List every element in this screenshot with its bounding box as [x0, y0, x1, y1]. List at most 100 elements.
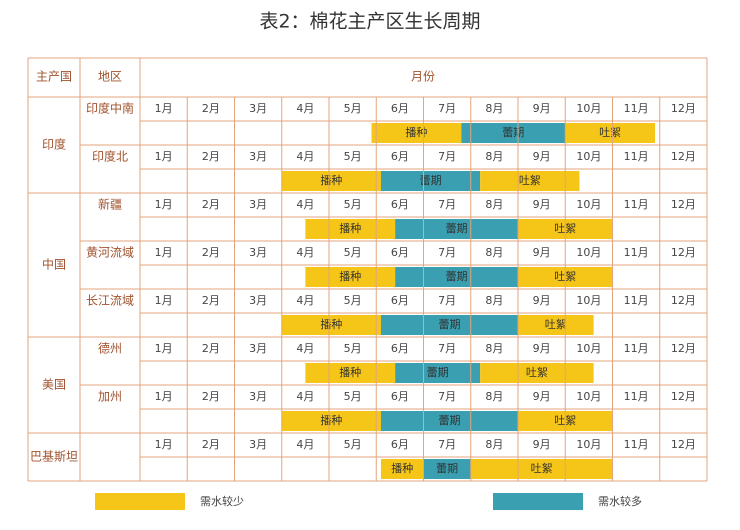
phase-bar	[423, 459, 471, 479]
month-label: 9月	[533, 342, 551, 355]
month-label: 8月	[485, 438, 503, 451]
month-label: 11月	[624, 150, 649, 163]
month-label: 7月	[438, 102, 456, 115]
month-label: 4月	[296, 390, 314, 403]
region-name: 德州	[98, 341, 122, 356]
phase-bar	[395, 267, 518, 287]
phase-bar	[380, 411, 518, 431]
month-label: 10月	[576, 150, 601, 163]
month-label: 3月	[249, 342, 267, 355]
month-label: 4月	[296, 102, 314, 115]
phase-label: 播种	[320, 413, 342, 427]
month-label: 4月	[296, 198, 314, 211]
month-label: 5月	[344, 342, 362, 355]
month-label: 10月	[576, 342, 601, 355]
phase-label: 吐絮	[599, 125, 621, 139]
phase-bar	[480, 171, 580, 191]
month-label: 11月	[624, 246, 649, 259]
month-label: 7月	[438, 246, 456, 259]
month-label: 9月	[533, 390, 551, 403]
month-label: 2月	[202, 294, 220, 307]
month-label: 1月	[155, 390, 173, 403]
month-label: 2月	[202, 198, 220, 211]
phase-label: 蕾期	[502, 126, 524, 139]
month-label: 10月	[576, 390, 601, 403]
month-label: 10月	[576, 198, 601, 211]
phase-bar	[395, 363, 481, 383]
phase-label: 吐絮	[519, 173, 541, 187]
month-label: 12月	[671, 102, 696, 115]
month-label: 11月	[624, 294, 649, 307]
month-label: 11月	[624, 342, 649, 355]
region-name: 黄河流域	[86, 246, 134, 260]
month-label: 2月	[202, 342, 220, 355]
month-label: 6月	[391, 438, 409, 451]
legend-swatch	[95, 493, 185, 510]
month-label: 3月	[249, 246, 267, 259]
month-label: 11月	[624, 198, 649, 211]
month-label: 8月	[485, 390, 503, 403]
month-label: 11月	[624, 390, 649, 403]
header-region: 地区	[98, 70, 122, 84]
phase-bar	[518, 315, 594, 335]
month-label: 8月	[485, 246, 503, 259]
country-name: 美国	[42, 378, 66, 392]
phase-label: 蕾期	[438, 414, 460, 427]
phase-label: 播种	[320, 317, 342, 331]
month-label: 9月	[533, 198, 551, 211]
phase-label: 播种	[405, 125, 427, 139]
month-label: 4月	[296, 342, 314, 355]
phase-label: 吐絮	[526, 365, 548, 379]
region-name: 印度中南	[86, 101, 134, 116]
month-label: 12月	[671, 150, 696, 163]
phase-label: 播种	[320, 173, 342, 187]
header-country: 主产国	[36, 70, 72, 84]
phase-bar	[380, 315, 518, 335]
phase-label: 蕾期	[446, 270, 468, 283]
phase-bar	[281, 315, 381, 335]
phase-label: 播种	[339, 221, 361, 235]
legend-swatch	[493, 493, 583, 510]
phase-label: 播种	[339, 269, 361, 283]
month-label: 8月	[485, 294, 503, 307]
month-label: 11月	[624, 438, 649, 451]
month-label: 5月	[344, 390, 362, 403]
month-label: 4月	[296, 246, 314, 259]
phase-bar	[380, 171, 481, 191]
month-label: 9月	[533, 294, 551, 307]
month-label: 12月	[671, 294, 696, 307]
legend-label: 需水较多	[598, 494, 642, 508]
month-label: 9月	[533, 246, 551, 259]
month-label: 4月	[296, 150, 314, 163]
month-label: 12月	[671, 342, 696, 355]
country-name: 中国	[42, 257, 66, 272]
phase-label: 蕾期	[436, 462, 458, 475]
month-label: 6月	[391, 294, 409, 307]
header-months: 月份	[411, 70, 435, 84]
month-label: 3月	[249, 102, 267, 115]
country-name: 巴基斯坦	[30, 450, 78, 464]
phase-label: 蕾期	[420, 174, 442, 187]
month-label: 10月	[576, 246, 601, 259]
month-label: 2月	[202, 150, 220, 163]
phase-label: 蕾期	[427, 366, 449, 379]
phase-bar	[395, 219, 518, 239]
month-label: 10月	[576, 294, 601, 307]
month-label: 12月	[671, 198, 696, 211]
phase-label: 播种	[391, 461, 413, 475]
phase-label: 吐絮	[531, 461, 553, 475]
month-label: 6月	[391, 390, 409, 403]
country-name: 印度	[42, 137, 66, 152]
month-label: 8月	[485, 150, 503, 163]
month-label: 7月	[438, 198, 456, 211]
phase-label: 蕾期	[446, 222, 468, 235]
month-label: 10月	[576, 438, 601, 451]
phase-bar	[281, 171, 381, 191]
month-label: 9月	[533, 438, 551, 451]
month-label: 3月	[249, 438, 267, 451]
month-label: 8月	[485, 102, 503, 115]
phase-bar	[461, 123, 566, 143]
phase-bar	[565, 123, 656, 143]
month-label: 6月	[391, 198, 409, 211]
